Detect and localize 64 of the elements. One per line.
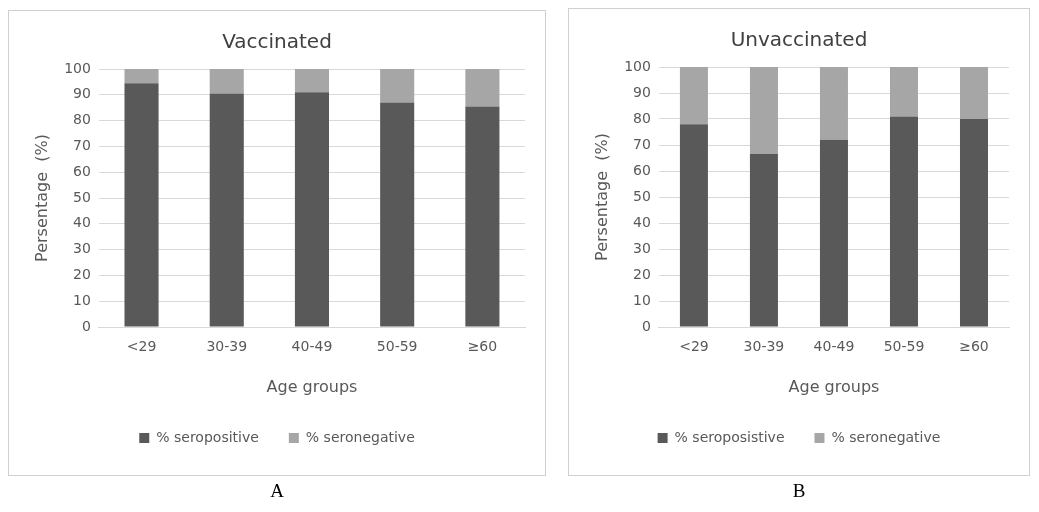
legend-label: % seronegative (831, 428, 941, 445)
y-tick-label: 30 (73, 240, 91, 257)
bar (889, 67, 918, 117)
text: A (269, 480, 285, 502)
y-tick-label: 10 (633, 291, 651, 308)
y-tick-label: 90 (73, 85, 91, 102)
bar (819, 139, 848, 327)
x-tick-label: ≥60 (959, 338, 989, 355)
legend-label: % seroposistive (674, 428, 785, 445)
x-axis-title: Age groups (266, 376, 358, 396)
y-tick-label: 80 (73, 111, 91, 128)
y-tick-label: 60 (73, 162, 91, 179)
y-tick-label: 90 (633, 83, 651, 100)
y-tick-label: 80 (633, 109, 651, 126)
x-tick-label: <29 (126, 338, 157, 355)
x-tick-label: 30-39 (743, 338, 785, 355)
bar (749, 67, 778, 155)
bar (124, 83, 159, 327)
bar (679, 67, 708, 125)
bar (959, 67, 988, 119)
text: B (791, 480, 807, 502)
bar (749, 154, 778, 327)
legend-label: % seronegative (305, 428, 415, 445)
bar (465, 69, 500, 107)
chart-title: Vaccinated (222, 29, 332, 54)
bar (294, 92, 329, 327)
x-axis-title: Age groups (788, 376, 880, 396)
y-tick-label: 60 (633, 161, 651, 178)
bar (889, 116, 918, 327)
y-tick-label: 100 (624, 57, 651, 74)
y-tick-label: 70 (73, 137, 91, 154)
y-tick-label: 70 (633, 135, 651, 152)
y-tick-label: 0 (82, 317, 91, 334)
bar (380, 102, 415, 327)
bar (959, 119, 988, 327)
bar (209, 93, 244, 327)
bar (294, 69, 329, 93)
y-tick-label: 0 (642, 317, 651, 334)
bar (124, 69, 159, 84)
x-tick-label: 30-39 (206, 338, 248, 355)
x-tick-label: 40-49 (291, 338, 333, 355)
chart-title: Unvaccinated (730, 27, 868, 52)
y-tick-label: 30 (633, 239, 651, 256)
bar (465, 106, 500, 327)
x-tick-label: 40-49 (813, 338, 855, 355)
x-tick-label: ≥60 (467, 338, 498, 355)
y-tick-label: 10 (73, 291, 91, 308)
x-tick-label: 50-59 (883, 338, 925, 355)
y-tick-label: 40 (73, 214, 91, 231)
legend-label: % seropositive (156, 428, 259, 445)
y-tick-label: 50 (73, 188, 91, 205)
y-tick-label: 100 (64, 59, 91, 76)
bar (380, 69, 415, 103)
y-axis-title: Persentage (%) (31, 134, 51, 262)
bar (819, 67, 848, 140)
y-tick-label: 50 (633, 187, 651, 204)
y-tick-label: 20 (633, 265, 651, 282)
y-axis-title: Persentage (%) (591, 133, 611, 261)
bar (209, 69, 244, 94)
x-tick-label: <29 (679, 338, 709, 355)
y-tick-label: 40 (633, 213, 651, 230)
y-tick-label: 20 (73, 266, 91, 283)
bar (679, 124, 708, 327)
x-tick-label: 50-59 (376, 338, 418, 355)
